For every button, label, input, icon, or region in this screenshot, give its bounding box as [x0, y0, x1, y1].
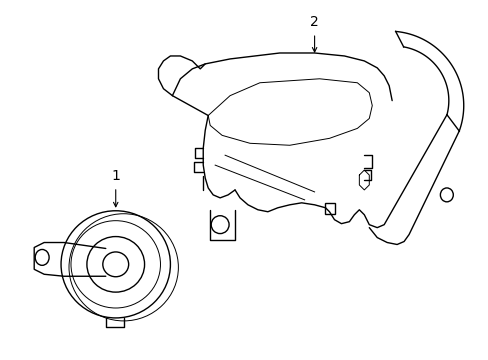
Text: 2: 2: [309, 15, 318, 29]
Bar: [324, 203, 335, 214]
Text: 1: 1: [111, 169, 120, 183]
